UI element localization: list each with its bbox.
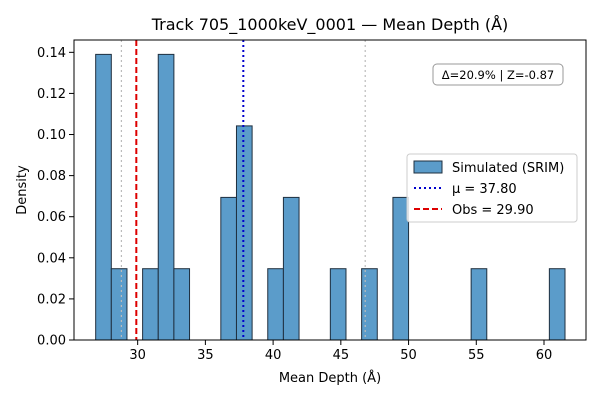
y-tick-label: 0.00: [37, 334, 66, 349]
y-tick-label: 0.04: [37, 251, 66, 266]
y-tick-label: 0.06: [37, 210, 66, 225]
y-tick-label: 0.08: [37, 169, 66, 184]
y-tick-label: 0.02: [37, 292, 66, 307]
histogram-bar: [173, 268, 191, 341]
histogram-bar: [329, 268, 347, 341]
plot-area: 30 35 40 45 50 55 60 0.00 0.02 0.04 0.06 0.08 0.10 0.…: [37, 39, 587, 363]
y-tick-label: 0.14: [37, 46, 66, 61]
annotation-box: Δ=20.9% | Z=-0.87: [432, 63, 564, 86]
histogram-bar: [282, 196, 300, 341]
histogram-bar: [361, 268, 378, 341]
histogram-bar: [157, 53, 175, 341]
legend-swatch-simulated: [413, 160, 443, 174]
annotation-text: Δ=20.9% | Z=-0.87: [442, 68, 555, 82]
plot-frame: [73, 39, 587, 341]
legend: Simulated (SRIM) μ = 37.80 Obs = 29.90: [406, 153, 578, 223]
histogram-bar: [548, 268, 566, 341]
y-tick-label: 0.12: [37, 87, 66, 102]
x-axis-label: Mean Depth (Å): [279, 370, 381, 386]
y-axis-label: Density: [15, 165, 30, 215]
chart-title: Track 705_1000keV_0001 — Mean Depth (Å): [151, 15, 509, 35]
histogram-bar: [470, 268, 488, 341]
histogram-bar: [95, 53, 112, 341]
x-tick-label: 30: [129, 348, 146, 363]
x-tick-label: 40: [265, 348, 282, 363]
x-tick-label: 35: [197, 348, 214, 363]
legend-label-obs: Obs = 29.90: [452, 203, 534, 218]
histogram-bar: [235, 125, 253, 341]
histogram-bar: [220, 196, 237, 341]
histogram-bar: [110, 268, 128, 341]
x-tick-label: 55: [468, 348, 485, 363]
histogram-bar: [142, 268, 159, 341]
histogram-bar: [267, 268, 284, 341]
histogram-bar: [392, 196, 410, 341]
x-tick-label: 50: [400, 348, 417, 363]
x-tick-label: 60: [536, 348, 553, 363]
y-tick-label: 0.10: [37, 128, 66, 143]
x-tick-label: 45: [333, 348, 350, 363]
legend-label-simulated: Simulated (SRIM): [452, 161, 564, 176]
legend-label-mu: μ = 37.80: [452, 182, 517, 197]
